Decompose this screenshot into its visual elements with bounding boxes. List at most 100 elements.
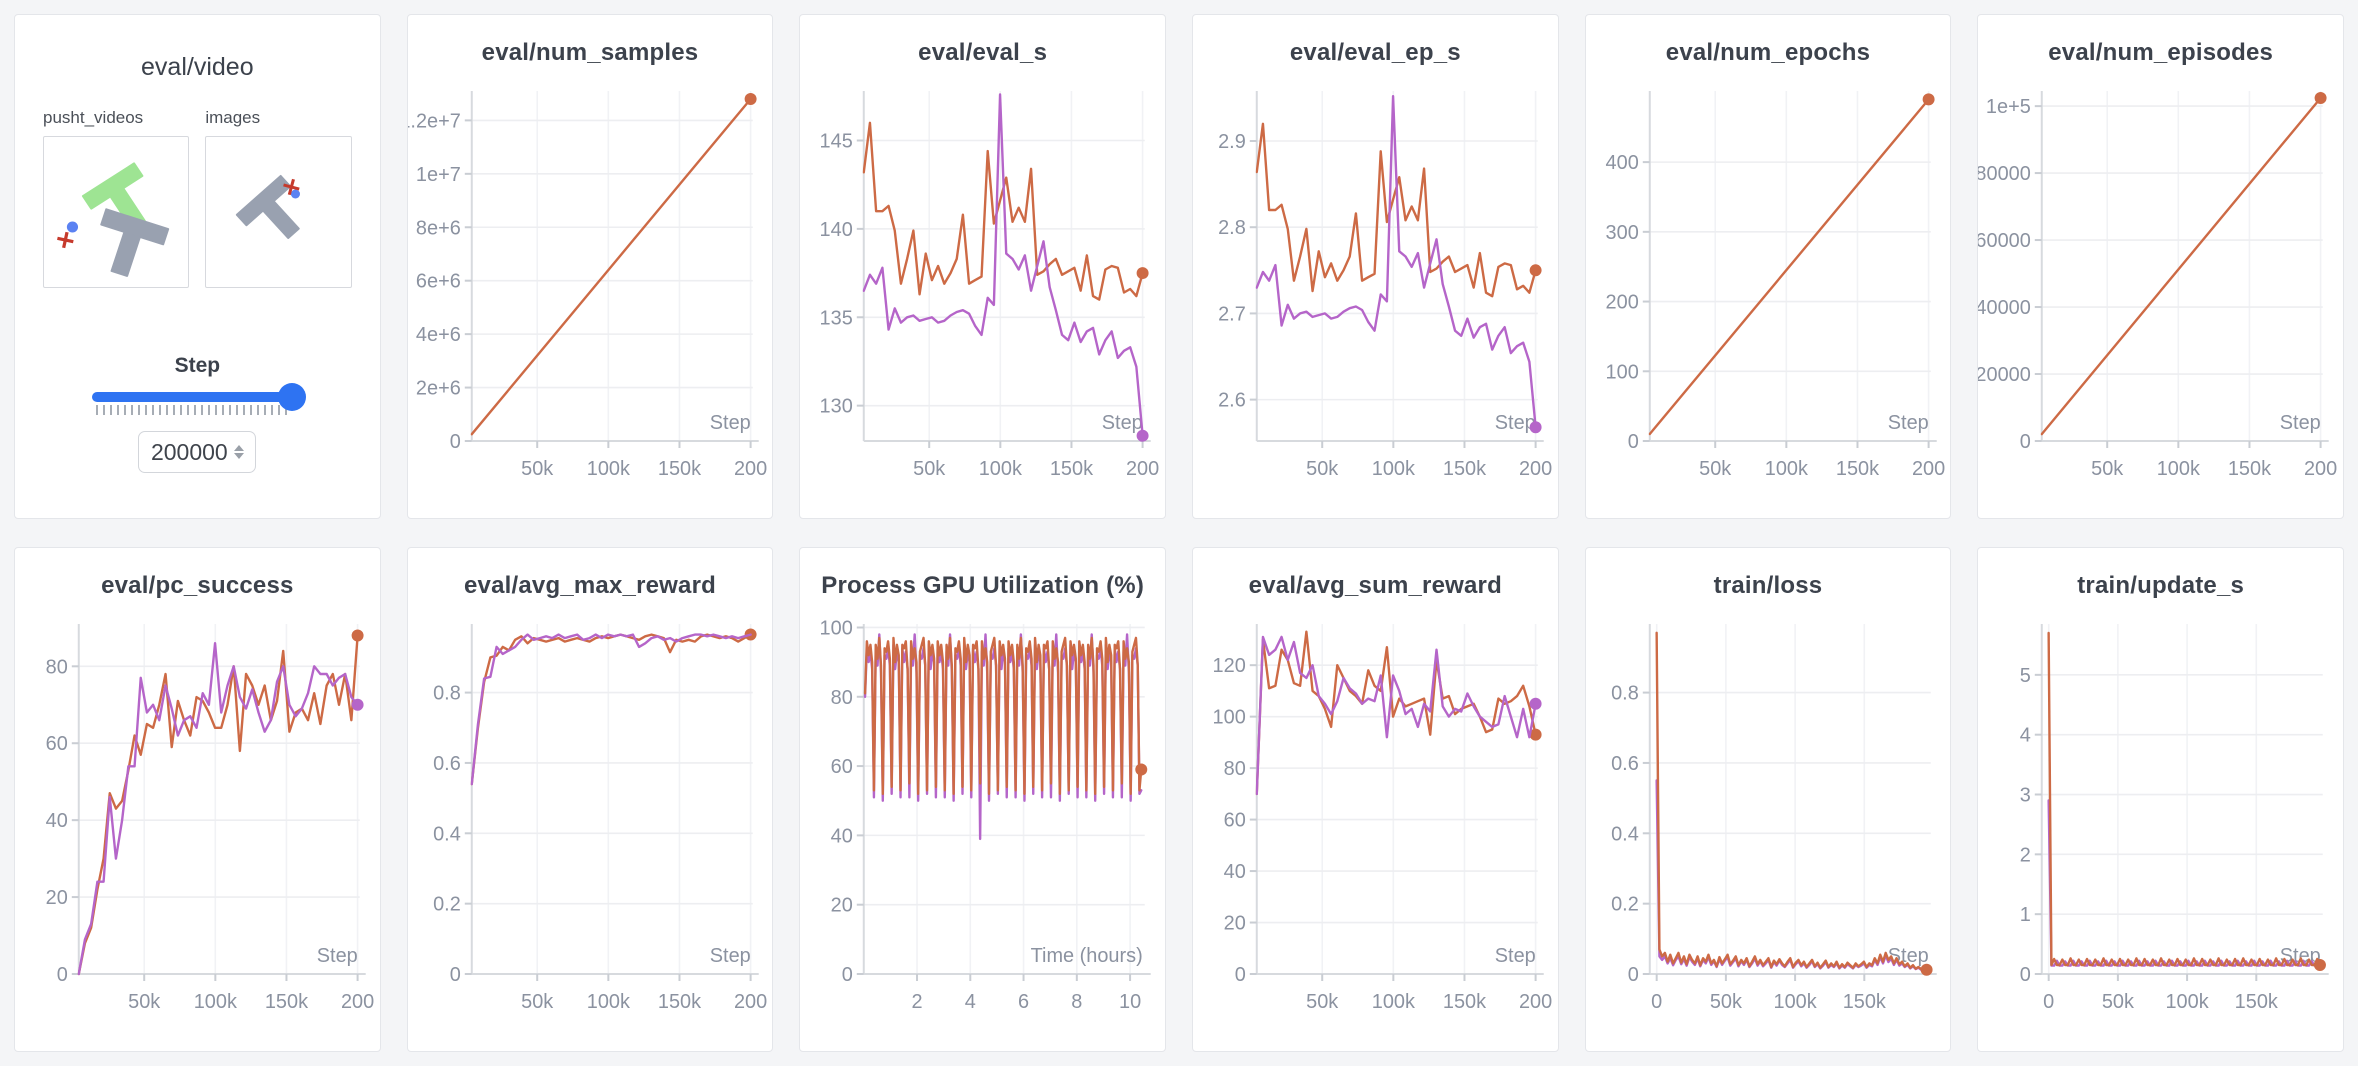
svg-text:200: 200 [734, 991, 767, 1013]
svg-text:150k: 150k [2228, 458, 2271, 480]
panel-train-loss: train/loss 0 0.2 0.4 0.6 0.8 0 50k 100k 150k Step [1584, 547, 1952, 1052]
panel-title: eval/num_samples [481, 39, 699, 66]
svg-text:100k: 100k [586, 991, 629, 1013]
svg-text:50k: 50k [913, 458, 945, 480]
panel-title: eval/eval_ep_s [1289, 39, 1461, 66]
svg-text:200: 200 [1519, 991, 1552, 1013]
panel-eval-eval-s: eval/eval_s 130 135 140 145 50k 100k 150k 200 St… [799, 14, 1166, 519]
step-slider-ruler [96, 405, 290, 415]
panel-title: eval/avg_sum_reward [1248, 572, 1502, 599]
panel-title: eval/eval_s [918, 39, 1048, 66]
step-number-input[interactable]: 200000 [138, 431, 257, 473]
svg-text:0: 0 [1235, 964, 1246, 986]
svg-text:50k: 50k [521, 991, 553, 1013]
agent-dot [291, 189, 301, 199]
line-chart-num-samples[interactable]: 0 2e+6 4e+6 6e+6 8e+6 1e+7 1.2e+7 50k 100k 150k 20… [408, 77, 773, 501]
svg-text:Step: Step [1102, 412, 1143, 434]
svg-text:2e+6: 2e+6 [416, 378, 461, 400]
panel-eval-num-samples: eval/num_samples 0 2e+6 4e+6 6e+6 8e+6 1e+7 1.… [406, 14, 774, 519]
line-chart-eval-s[interactable]: 130 135 140 145 50k 100k 150k 200 Step [800, 77, 1165, 501]
svg-text:1.2e+7: 1.2e+7 [408, 110, 461, 132]
svg-text:0: 0 [1651, 991, 1662, 1013]
svg-text:Step: Step [709, 412, 750, 434]
svg-text:Step: Step [1495, 412, 1536, 434]
svg-text:0.8: 0.8 [1611, 683, 1639, 705]
step-slider-thumb[interactable] [278, 383, 307, 411]
line-chart-avg-max-reward[interactable]: 0 0.2 0.4 0.6 0.8 50k 100k 150k 200 Step [408, 610, 773, 1034]
svg-text:0: 0 [449, 431, 460, 453]
svg-text:0.6: 0.6 [1611, 753, 1639, 775]
svg-text:400: 400 [1605, 152, 1638, 174]
svg-text:4: 4 [2020, 725, 2031, 747]
svg-text:50k: 50k [128, 991, 160, 1013]
line-chart-eval-ep-s[interactable]: 2.6 2.7 2.8 2.9 50k 100k 150k 200 Step [1193, 77, 1558, 501]
svg-text:145: 145 [820, 130, 853, 152]
svg-text:80: 80 [1224, 758, 1246, 780]
svg-text:50k: 50k [2102, 991, 2134, 1013]
svg-text:0.2: 0.2 [433, 894, 461, 916]
line-chart-train-loss[interactable]: 0 0.2 0.4 0.6 0.8 0 50k 100k 150k Step [1586, 610, 1951, 1034]
svg-text:40: 40 [831, 825, 853, 847]
step-down-icon[interactable] [233, 453, 244, 459]
svg-text:200: 200 [734, 458, 767, 480]
panel-title: Process GPU Utilization (%) [821, 572, 1145, 599]
svg-text:2.9: 2.9 [1218, 131, 1246, 153]
svg-text:0.8: 0.8 [433, 683, 461, 705]
svg-text:0.4: 0.4 [1611, 823, 1639, 845]
svg-text:40: 40 [1224, 861, 1246, 883]
svg-text:5: 5 [2020, 665, 2031, 687]
line-chart-num-episodes[interactable]: 0 20000 40000 60000 80000 1e+5 50k 100k 150k 200 S… [1978, 77, 2343, 501]
svg-text:100k: 100k [1764, 458, 1807, 480]
panel-title: eval/num_epochs [1665, 39, 1871, 66]
svg-text:100k: 100k [1372, 458, 1415, 480]
svg-text:0: 0 [449, 964, 460, 986]
svg-text:50k: 50k [1709, 991, 1741, 1013]
svg-text:120: 120 [1213, 655, 1246, 677]
images-thumbnail[interactable] [205, 136, 352, 288]
svg-text:140: 140 [820, 219, 853, 241]
svg-text:4e+6: 4e+6 [416, 324, 461, 346]
svg-text:100: 100 [1605, 361, 1638, 383]
step-up-icon[interactable] [233, 445, 244, 451]
svg-text:60: 60 [831, 756, 853, 778]
svg-text:80: 80 [831, 687, 853, 709]
svg-text:0: 0 [2020, 431, 2031, 453]
svg-text:200: 200 [1605, 292, 1638, 314]
line-chart-num-epochs[interactable]: 0 100 200 300 400 50k 100k 150k 200 Step [1586, 77, 1951, 501]
svg-text:0: 0 [2020, 964, 2031, 986]
gray-t-shape [100, 208, 170, 277]
svg-text:50k: 50k [2091, 458, 2123, 480]
line-chart-avg-sum-reward[interactable]: 0 20 40 60 80 100 120 50k 100k 150k 200 Step [1193, 610, 1558, 1034]
svg-text:150k: 150k [1443, 991, 1486, 1013]
panel-title: train/update_s [2077, 572, 2245, 599]
svg-text:Step: Step [1887, 412, 1928, 434]
step-slider-track[interactable] [92, 383, 307, 411]
svg-text:0.2: 0.2 [1611, 894, 1639, 916]
pusht-observation-image [236, 174, 301, 239]
svg-text:150k: 150k [1842, 991, 1885, 1013]
svg-text:150k: 150k [658, 458, 701, 480]
svg-text:300: 300 [1605, 222, 1638, 244]
stepper-icons[interactable] [233, 445, 244, 459]
svg-text:60000: 60000 [1978, 230, 2031, 252]
svg-text:2.6: 2.6 [1218, 390, 1246, 412]
line-chart-pc-success[interactable]: 0 20 40 60 80 50k 100k 150k 200 Step [15, 610, 380, 1034]
svg-text:0.4: 0.4 [433, 823, 461, 845]
line-chart-gpu-utilization[interactable]: 0 20 40 60 80 100 2 4 6 8 10 Time (hours) [800, 610, 1165, 1034]
step-slider[interactable] [92, 383, 307, 415]
svg-text:100: 100 [820, 617, 853, 639]
svg-text:20: 20 [1224, 912, 1246, 934]
line-chart-train-update-s[interactable]: 0 1 2 3 4 5 0 50k 100k 150k Step [1978, 610, 2343, 1034]
pusht-video-thumbnail[interactable] [43, 136, 190, 288]
svg-text:200: 200 [341, 991, 374, 1013]
panel-eval-video: eval/video pusht_videos [14, 14, 381, 519]
svg-text:60: 60 [1224, 810, 1246, 832]
svg-text:2: 2 [2020, 844, 2031, 866]
media-item-pusht-videos: pusht_videos [43, 108, 190, 288]
target-cross-icon [283, 178, 300, 196]
svg-text:80000: 80000 [1978, 163, 2031, 185]
media-caption: pusht_videos [43, 108, 144, 127]
media-item-images: images [205, 108, 352, 288]
svg-text:150k: 150k [1443, 458, 1486, 480]
step-slider-label: Step [174, 354, 221, 377]
